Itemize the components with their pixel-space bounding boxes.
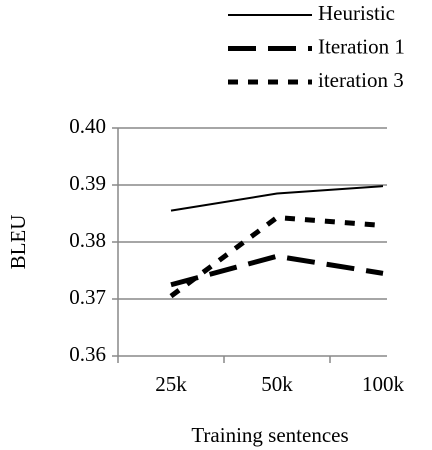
legend-label: Heuristic — [318, 1, 395, 25]
x-tick-label: 100k — [362, 372, 405, 396]
legend-label: Iteration 1 — [318, 34, 405, 58]
series-line — [170, 253, 384, 288]
y-tick-label: 0.39 — [69, 171, 106, 195]
y-tick-label: 0.36 — [69, 342, 106, 366]
y-tick-label: 0.37 — [69, 285, 106, 309]
series-line — [170, 185, 384, 212]
series-line — [169, 214, 384, 299]
y-tick-label: 0.40 — [69, 114, 106, 138]
x-tick-label: 50k — [261, 372, 293, 396]
x-axis-title: Training sentences — [191, 423, 348, 447]
x-tick-label: 25k — [155, 372, 187, 396]
y-tick-label: 0.38 — [69, 228, 106, 252]
legend-label: iteration 3 — [318, 68, 404, 92]
y-axis-title: BLEU — [6, 215, 30, 270]
